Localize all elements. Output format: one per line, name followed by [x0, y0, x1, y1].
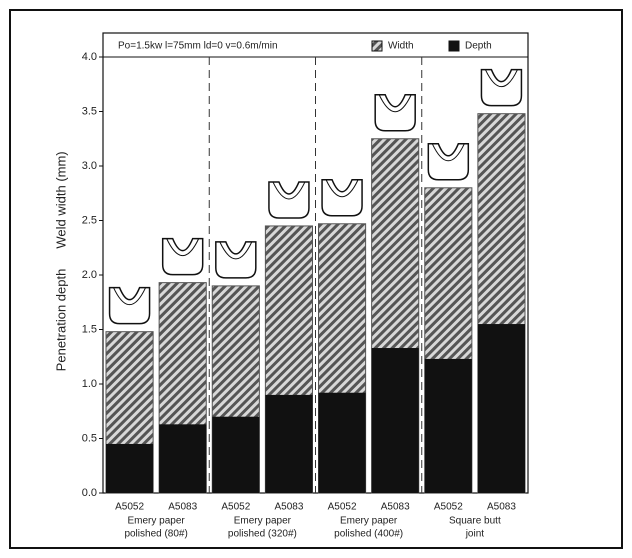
x-tick-label: A5052 [115, 502, 144, 513]
annotation: Po=1.5kw l=75mm ld=0 v=0.6m/min [118, 41, 278, 52]
x-tick-label: A5083 [381, 502, 410, 513]
x-tick-label: A5083 [168, 502, 197, 513]
weld-outline [428, 144, 468, 180]
y-tick-label: 0.5 [82, 432, 97, 444]
weld-outline [163, 239, 203, 275]
group-label: Emery paper [340, 516, 398, 527]
weld-section [110, 288, 150, 324]
weld-outline [375, 95, 415, 131]
weld-outline [481, 70, 521, 106]
bar-depth [319, 393, 366, 493]
x-tick-label: A5083 [274, 502, 303, 513]
weld-section [375, 95, 415, 131]
x-tick-label: A5052 [434, 502, 463, 513]
group-label: joint [465, 529, 485, 540]
weld-section [428, 144, 468, 180]
weld-section [481, 70, 521, 106]
legend-label: Width [388, 41, 414, 52]
group-label: Emery paper [128, 516, 186, 527]
group-label: polished (400#) [334, 529, 403, 540]
bar-depth [212, 417, 259, 493]
weld-section [216, 242, 256, 278]
bar-depth [106, 444, 153, 493]
bar-depth [372, 348, 419, 493]
y-tick-label: 0.0 [82, 487, 97, 499]
weld-outline [110, 288, 150, 324]
y-tick-label: 2.0 [82, 269, 97, 281]
y-tick-label: 1.5 [82, 323, 97, 335]
y-tick-label: 4.0 [82, 51, 97, 63]
bar-depth [478, 324, 525, 493]
legend-swatch [372, 41, 382, 51]
bar-depth [159, 424, 206, 493]
x-tick-label: A5052 [221, 502, 250, 513]
y-tick-label: 2.5 [82, 214, 97, 226]
legend-label: Depth [465, 41, 492, 52]
weld-section [269, 182, 309, 218]
weld-section [322, 180, 362, 216]
group-label: Emery paper [234, 516, 292, 527]
y-tick-label: 3.0 [82, 160, 97, 172]
bar-depth [425, 359, 472, 493]
x-tick-label: A5052 [328, 502, 357, 513]
y-tick-label: 3.5 [82, 105, 97, 117]
y-axis-label: Penetration depth [53, 269, 68, 372]
group-label: polished (320#) [228, 529, 297, 540]
weld-outline [269, 182, 309, 218]
y-axis-label: Weld width (mm) [53, 151, 68, 248]
y-tick-label: 1.0 [82, 378, 97, 390]
weld-outline [322, 180, 362, 216]
legend-swatch [449, 41, 459, 51]
chart: Po=1.5kw l=75mm ld=0 v=0.6m/min Penetrat… [0, 0, 632, 558]
x-tick-label: A5083 [487, 502, 516, 513]
weld-outline [216, 242, 256, 278]
bar-depth [265, 395, 312, 493]
group-label: Square butt [449, 516, 501, 527]
group-label: polished (80#) [124, 529, 187, 540]
weld-section [163, 239, 203, 275]
